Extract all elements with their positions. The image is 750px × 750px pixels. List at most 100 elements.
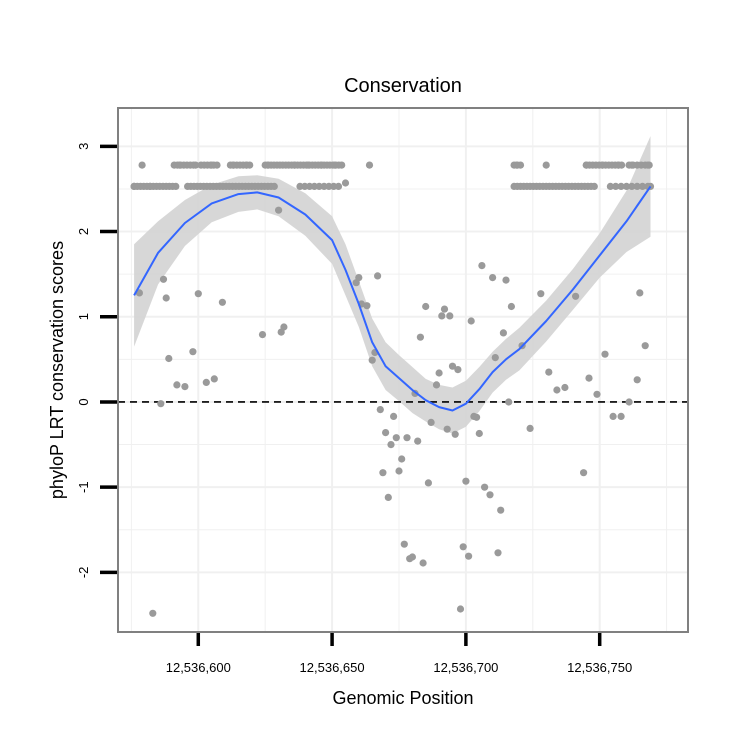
- data-point: [473, 413, 481, 421]
- data-point: [317, 161, 325, 169]
- data-point: [633, 182, 641, 190]
- x-axis: 12,536,600 12,536,650 12,536,700 12,536,750: [166, 633, 632, 675]
- confidence-ribbon-layer: [134, 136, 651, 434]
- data-point: [507, 302, 515, 311]
- data-point: [130, 182, 138, 190]
- data-point: [149, 609, 157, 617]
- y-axis-label: phyloP LRT conservation scores: [47, 241, 67, 499]
- data-point: [194, 290, 202, 298]
- data-point: [416, 333, 424, 341]
- data-point: [628, 161, 636, 169]
- data-point: [553, 386, 561, 394]
- data-point: [446, 312, 454, 320]
- data-point: [408, 553, 416, 561]
- x-tick-label: 12,536,750: [567, 660, 632, 675]
- data-point: [448, 362, 457, 370]
- smooth-line: [133, 185, 652, 412]
- data-point: [379, 469, 387, 477]
- data-point: [582, 161, 590, 169]
- data-point: [438, 312, 446, 320]
- data-point: [374, 272, 382, 280]
- data-point: [427, 418, 435, 426]
- data-point: [382, 429, 390, 437]
- data-point: [465, 552, 473, 560]
- data-point: [628, 182, 636, 190]
- y-axis: -2 -1 0 1 2 3: [76, 143, 117, 578]
- data-point: [173, 381, 181, 389]
- data-point: [229, 161, 237, 169]
- data-point: [291, 161, 299, 169]
- data-point: [424, 479, 432, 487]
- data-point: [355, 274, 363, 282]
- data-point: [633, 376, 641, 384]
- data-point: [617, 182, 625, 190]
- data-point: [481, 483, 489, 491]
- data-point: [644, 161, 652, 169]
- data-point: [376, 406, 384, 414]
- data-point: [638, 182, 647, 190]
- data-point: [392, 434, 400, 442]
- data-point: [275, 206, 283, 214]
- data-point: [636, 289, 644, 297]
- data-point: [341, 179, 350, 187]
- y-tick-label: 3: [76, 143, 91, 150]
- data-point: [387, 441, 395, 449]
- panel-border: [117, 107, 689, 633]
- data-point: [572, 292, 580, 300]
- y-tick-label: 0: [76, 398, 91, 405]
- data-point: [419, 559, 427, 567]
- data-point: [435, 369, 443, 377]
- data-point: [258, 331, 267, 339]
- data-point: [561, 383, 569, 392]
- y-tick-label: -1: [76, 481, 91, 493]
- y-tick-label: -2: [76, 567, 91, 579]
- data-point: [172, 182, 180, 190]
- data-point: [192, 161, 200, 169]
- data-point: [159, 275, 168, 283]
- data-point: [213, 161, 221, 169]
- data-point: [398, 455, 406, 463]
- data-point: [202, 378, 210, 386]
- data-point: [456, 605, 465, 613]
- data-point: [593, 390, 601, 398]
- data-point: [545, 368, 553, 376]
- data-point: [304, 161, 312, 169]
- data-point: [208, 161, 216, 169]
- data-point: [175, 161, 184, 169]
- data-point: [625, 398, 633, 406]
- points-layer: [130, 161, 655, 617]
- data-point: [210, 375, 218, 383]
- data-point: [138, 161, 146, 169]
- data-point: [384, 493, 392, 501]
- data-point: [513, 161, 521, 169]
- data-point: [478, 262, 486, 270]
- data-point: [585, 374, 593, 382]
- data-point: [486, 491, 494, 499]
- data-point: [422, 302, 430, 311]
- data-point: [270, 182, 278, 190]
- data-point: [606, 182, 615, 190]
- data-point: [601, 350, 609, 358]
- x-axis-label: Genomic Position: [332, 688, 473, 708]
- data-point: [454, 366, 462, 374]
- data-point: [502, 276, 510, 284]
- data-point: [537, 290, 545, 298]
- data-point: [590, 182, 598, 190]
- data-point: [641, 342, 649, 350]
- data-point: [467, 317, 475, 325]
- data-point: [334, 182, 343, 190]
- data-point: [440, 305, 449, 313]
- data-point: [489, 274, 497, 282]
- data-point: [331, 161, 339, 169]
- data-point: [363, 302, 371, 310]
- data-point: [617, 412, 625, 420]
- data-point: [390, 412, 398, 420]
- x-tick-label: 12,536,600: [166, 660, 231, 675]
- data-point: [400, 540, 408, 548]
- data-point: [475, 429, 483, 438]
- data-point: [462, 477, 470, 485]
- data-point: [157, 400, 165, 408]
- y-tick-label: 2: [76, 228, 91, 235]
- data-point: [264, 161, 272, 169]
